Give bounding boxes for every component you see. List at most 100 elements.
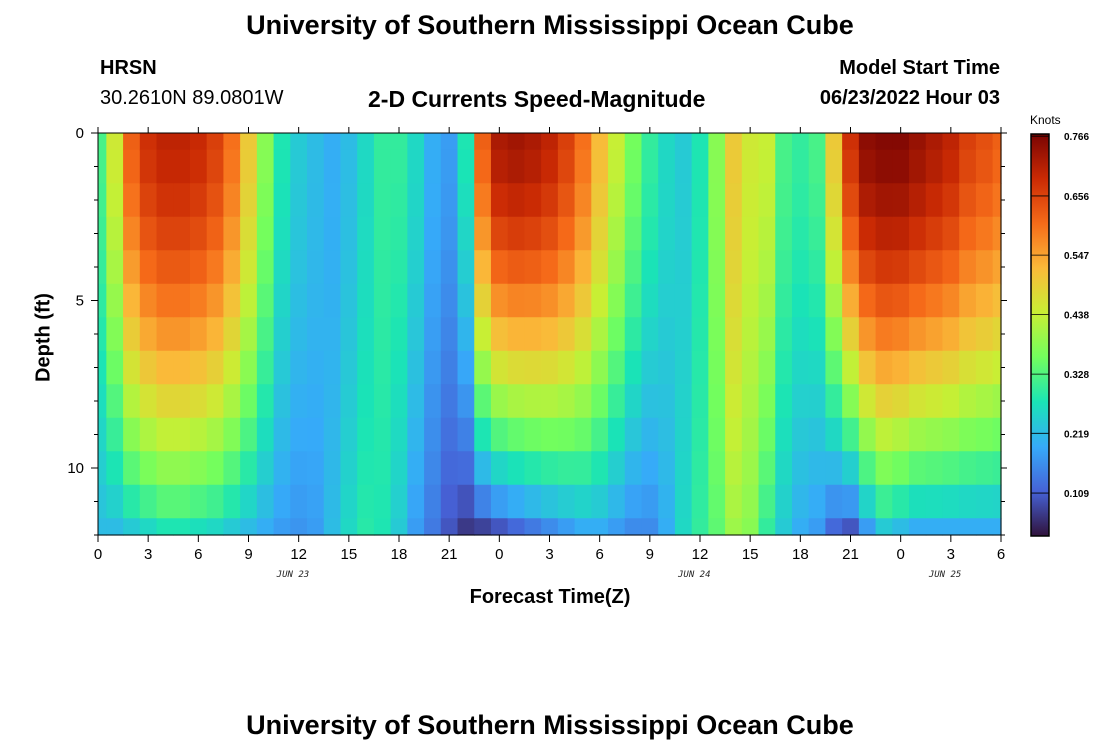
x-tick-label: 21 <box>441 546 458 563</box>
heatmap-cell <box>390 250 408 285</box>
heatmap-cell <box>725 283 743 318</box>
heatmap-cell <box>825 283 843 318</box>
heatmap-cell <box>975 216 994 251</box>
heatmap-cell <box>641 250 659 285</box>
heatmap-cell <box>256 451 275 486</box>
heatmap-cell <box>825 149 843 184</box>
heatmap-cell <box>307 149 325 184</box>
heatmap-cell <box>624 283 643 318</box>
heatmap-cell <box>808 283 827 318</box>
heatmap-cell <box>658 384 676 419</box>
heatmap-cell <box>290 317 308 352</box>
heatmap-cell <box>173 317 191 352</box>
heatmap-cell <box>842 183 860 218</box>
heatmap-cell <box>474 384 492 419</box>
heatmap-cell <box>123 250 141 285</box>
heatmap-cell <box>875 250 893 285</box>
heatmap-cell <box>591 484 609 519</box>
heatmap-cell <box>608 317 626 352</box>
heatmap-cell <box>323 283 342 318</box>
heatmap-cell <box>173 384 191 419</box>
heatmap-cell <box>390 283 408 318</box>
heatmap-cell <box>658 518 676 536</box>
colorbar-tick-label: 0.656 <box>1064 192 1089 203</box>
heatmap-cell <box>273 417 291 452</box>
heatmap-cell <box>942 183 960 218</box>
heatmap-cell <box>156 518 174 536</box>
heatmap-cell <box>440 216 459 251</box>
heatmap-cell <box>858 451 877 486</box>
heatmap-cell <box>574 350 592 385</box>
heatmap-cell <box>725 250 743 285</box>
heatmap-cell <box>424 149 442 184</box>
heatmap-cell <box>189 451 208 486</box>
heatmap-cell <box>323 417 342 452</box>
heatmap-cell <box>240 451 258 486</box>
heatmap-cell <box>775 384 793 419</box>
heatmap-cell <box>674 518 693 536</box>
heatmap-cell <box>490 451 509 486</box>
heatmap-cell <box>223 484 241 519</box>
heatmap-cell <box>156 283 174 318</box>
heatmap-cell <box>189 183 208 218</box>
heatmap-cell <box>842 133 860 151</box>
heatmap-cell <box>98 183 107 218</box>
heatmap-cell <box>574 149 592 184</box>
heatmap-cell <box>674 216 693 251</box>
heatmap-cell <box>925 183 944 218</box>
heatmap-cell <box>290 250 308 285</box>
date-label: JUN 23 <box>276 570 310 580</box>
heatmap-cell <box>223 216 241 251</box>
heatmap-cell <box>875 317 893 352</box>
heatmap-cell <box>858 216 877 251</box>
heatmap-cell <box>992 283 1002 318</box>
heatmap-cell <box>875 417 893 452</box>
heatmap-cell <box>691 417 709 452</box>
heatmap-cell <box>557 149 576 184</box>
heatmap-cell <box>524 484 542 519</box>
heatmap-cell <box>373 133 392 151</box>
heatmap-cell <box>256 216 275 251</box>
station-name: HRSN <box>100 57 157 79</box>
heatmap-cell <box>975 133 994 151</box>
heatmap-cell <box>524 350 542 385</box>
heatmap-cell <box>373 250 392 285</box>
heatmap-cell <box>273 133 291 151</box>
heatmap-cell <box>808 149 827 184</box>
heatmap-cell <box>507 350 526 385</box>
heatmap-cell <box>641 133 659 151</box>
heatmap-cell <box>424 216 442 251</box>
heatmap-cell <box>557 283 576 318</box>
heatmap-cell <box>691 283 709 318</box>
heatmap-cell <box>407 216 425 251</box>
heatmap-cell <box>340 317 358 352</box>
heatmap-cell <box>541 417 559 452</box>
colorbar-label: Knots <box>1030 113 1061 127</box>
heatmap-cell <box>992 317 1002 352</box>
heatmap-cell <box>741 417 760 452</box>
heatmap-cell <box>624 216 643 251</box>
heatmap-cell <box>189 350 208 385</box>
heatmap-cell <box>858 484 877 519</box>
heatmap-cell <box>490 149 509 184</box>
heatmap-cell <box>842 149 860 184</box>
colorbar-tick-label: 0.219 <box>1064 429 1089 440</box>
colorbar-gradient <box>1030 133 1050 537</box>
colorbar-tick-label: 0.328 <box>1064 370 1089 381</box>
heatmap-cell <box>658 451 676 486</box>
heatmap-cell <box>992 350 1002 385</box>
heatmap-cell <box>98 518 107 536</box>
heatmap-cell <box>407 149 425 184</box>
heatmap-cell <box>725 149 743 184</box>
heatmap-cell <box>959 283 977 318</box>
heatmap-cell <box>206 183 225 218</box>
heatmap-cell <box>641 350 659 385</box>
heatmap-cell <box>206 484 225 519</box>
heatmap-cell <box>791 133 810 151</box>
heatmap-cell <box>725 384 743 419</box>
heatmap-cell <box>273 484 291 519</box>
heatmap-cell <box>741 216 760 251</box>
heatmap-cell <box>440 149 459 184</box>
heatmap-cell <box>608 451 626 486</box>
heatmap-cell <box>842 216 860 251</box>
